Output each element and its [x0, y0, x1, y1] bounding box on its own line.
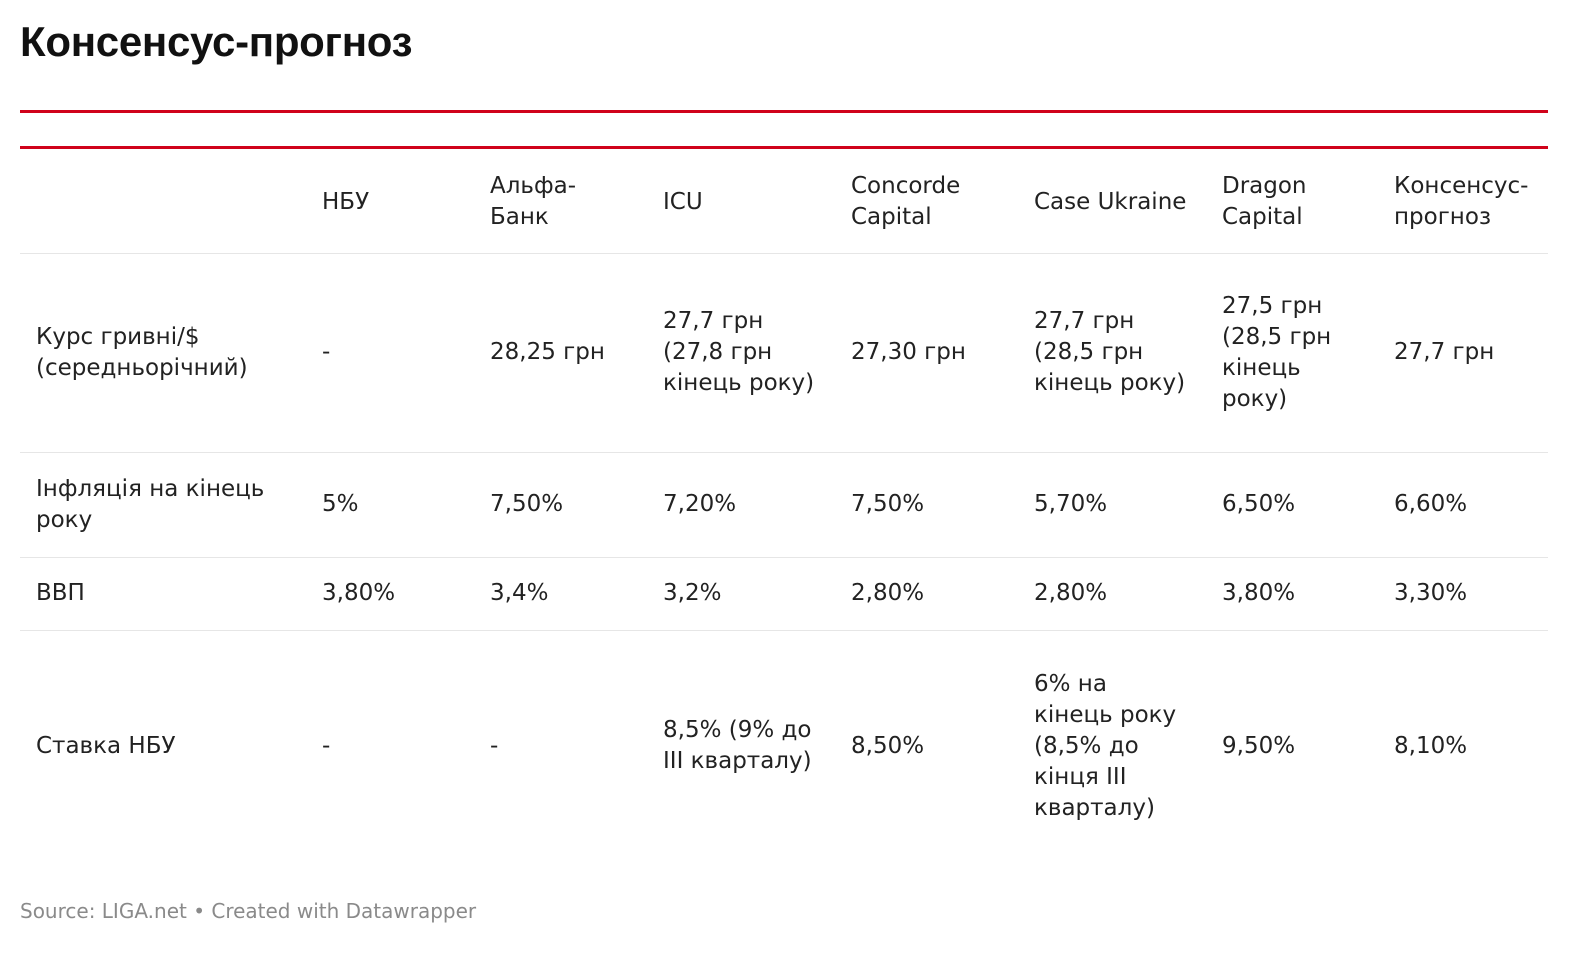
row-label: Ставка НБУ: [36, 732, 176, 759]
table-cell: 8,10%: [1394, 732, 1468, 759]
table-cell: 6,60%: [1378, 452, 1548, 558]
table-cell: 3,80%: [1206, 557, 1378, 631]
table-cell: 3,80%: [306, 557, 474, 631]
table-cell: 6,50%: [1206, 452, 1378, 558]
table-cell: 3,30%: [1378, 557, 1548, 631]
table-row-gdp: ВВП 3,80% 3,4% 3,2% 2,80% 2,80% 3,80% 3,…: [20, 557, 1548, 631]
table-cell: 8,5% (9% до III кварталу): [663, 717, 812, 775]
source-footer: Source: LIGA.net • Created with Datawrap…: [20, 899, 477, 923]
table-cell: 7,20%: [647, 452, 835, 558]
forecast-table: НБУ Альфа-Банк ICU Concorde Capital Case…: [20, 152, 1548, 862]
row-label: ВВП: [20, 557, 306, 631]
table-cell: 27,30 грн: [835, 253, 1018, 453]
table-cell: 7,50%: [474, 452, 647, 558]
table-cell: 27,7 грн: [1378, 253, 1548, 453]
header-cell-alfa-bank: Альфа-Банк: [474, 152, 647, 254]
table-cell: 3,2%: [647, 557, 835, 631]
table-cell: 9,50%: [1222, 732, 1296, 759]
table-row-exchange-rate: Курс гривні/$ (середньорічний) - 28,25 г…: [20, 253, 1548, 453]
top-rule: [20, 110, 1548, 113]
header-cell-nbu: НБУ: [306, 152, 474, 254]
row-label: Курс гривні/$ (середньорічний): [20, 253, 306, 453]
table-cell: 27,5 грн (28,5 грн кінець року): [1206, 253, 1378, 453]
header-cell-concorde-capital: Concorde Capital: [835, 152, 1018, 254]
table-cell: 5,70%: [1018, 452, 1206, 558]
table-cell: 28,25 грн: [474, 253, 647, 453]
table-cell: 27,7 грн (27,8 грн кінець року): [647, 253, 835, 453]
table-cell: -: [322, 732, 331, 759]
header-cell-case-ukraine: Case Ukraine: [1018, 152, 1206, 254]
table-row-inflation: Інфляція на кінець року 5% 7,50% 7,20% 7…: [20, 452, 1548, 558]
table-cell: 7,50%: [835, 452, 1018, 558]
table-cell: 27,7 грн (28,5 грн кінець року): [1018, 253, 1206, 453]
row-label: Інфляція на кінець року: [20, 452, 306, 558]
header-cell-blank: [20, 152, 306, 254]
table-cell: -: [306, 253, 474, 453]
header-cell-consensus: Консенсус-прогноз: [1378, 152, 1548, 254]
table-cell: 3,4%: [474, 557, 647, 631]
header-cell-dragon-capital: Dragon Capital: [1206, 152, 1378, 254]
table-cell: 6% на кінець року (8,5% до кінця III ква…: [1034, 670, 1177, 821]
table-cell: 5%: [306, 452, 474, 558]
header-row: НБУ Альфа-Банк ICU Concorde Capital Case…: [20, 152, 1548, 254]
header-cell-icu: ICU: [647, 152, 835, 254]
table-cell: 2,80%: [835, 557, 1018, 631]
table-cell: -: [490, 732, 499, 759]
chart-title: Консенсус-прогноз: [20, 18, 413, 65]
table-cell: 8,50%: [851, 732, 925, 759]
table-cell: 2,80%: [1018, 557, 1206, 631]
header-rule: [20, 146, 1548, 149]
table-row-nbu-rate: Ставка НБУ - - 8,5% (9% до III кварталу)…: [20, 630, 1548, 862]
